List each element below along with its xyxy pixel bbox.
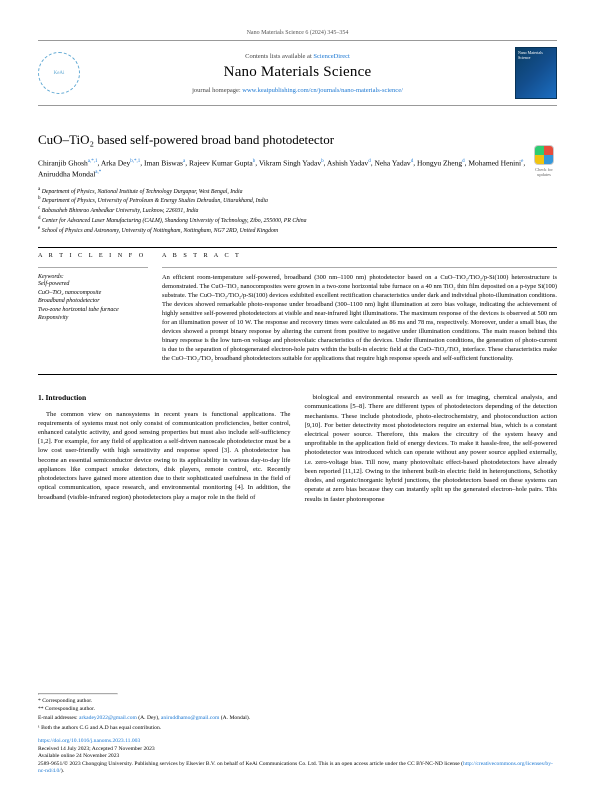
publisher-logo: KeAi bbox=[38, 52, 80, 94]
keyword-item: Two-zone horizontal tube furnace bbox=[38, 306, 148, 314]
contents-prefix: Contents lists available at bbox=[245, 53, 313, 60]
corresponding-author-note: * Corresponding author. bbox=[38, 698, 557, 706]
affil-text: Department of Physics, University of Pet… bbox=[42, 198, 268, 204]
author-affil-sup: a,* bbox=[95, 170, 101, 175]
section-divider bbox=[38, 374, 557, 375]
author: Rajeev Kumar Gupta bbox=[189, 159, 253, 168]
copyright-line: 2589-9651/© 2023 Chongqing University. P… bbox=[38, 761, 557, 776]
footnote-separator bbox=[38, 693, 118, 695]
author-affil-sup: a bbox=[183, 159, 185, 164]
author: Hongyu Zheng bbox=[417, 159, 462, 168]
author: Mohamed Henini bbox=[468, 159, 521, 168]
affil-key: e bbox=[38, 226, 40, 231]
contents-list-line: Contents lists available at ScienceDirec… bbox=[80, 53, 515, 60]
affil-text: Center for Advanced Laser Manufacturing … bbox=[42, 218, 307, 224]
doi-link[interactable]: https://doi.org/10.1016/j.nanoms.2023.11… bbox=[38, 738, 140, 744]
author-affil-sup: b,*,1 bbox=[130, 159, 140, 164]
affiliation-item: b Department of Physics, University of P… bbox=[38, 196, 557, 206]
page-header-citation: Nano Materials Science 6 (2024) 345–354 bbox=[38, 30, 557, 36]
section-heading-intro: 1. Introduction bbox=[38, 393, 291, 404]
author-email-link[interactable]: arkadey2022@gmail.com bbox=[79, 715, 137, 721]
abstract-text: An efficient room-temperature self-power… bbox=[162, 274, 557, 364]
affil-key: d bbox=[38, 216, 41, 221]
email-who: (A. Dey), bbox=[137, 715, 161, 721]
author: Arka Dey bbox=[101, 159, 130, 168]
affiliation-item: c Babasaheb Bhimrao Ambedkar University,… bbox=[38, 206, 557, 216]
author-affil-sup: d bbox=[462, 159, 465, 164]
crossmark-icon bbox=[534, 145, 554, 165]
homepage-prefix: journal homepage: bbox=[192, 87, 242, 94]
abstract-label: A B S T R A C T bbox=[162, 252, 557, 259]
received-dates: Received 14 July 2023; Accepted 7 Novemb… bbox=[38, 746, 557, 754]
journal-header: KeAi Contents lists available at Science… bbox=[38, 40, 557, 106]
author: Aniruddha Mondal bbox=[38, 170, 95, 179]
journal-name: Nano Materials Science bbox=[80, 64, 515, 81]
section-divider bbox=[38, 247, 557, 248]
affiliation-item: d Center for Advanced Laser Manufacturin… bbox=[38, 216, 557, 226]
affil-text: School of Physics and Astronomy, Univers… bbox=[42, 228, 278, 234]
affil-key: c bbox=[38, 206, 40, 211]
author-affil-sup: d bbox=[368, 159, 371, 164]
check-for-updates-badge[interactable]: Check for updates bbox=[531, 145, 557, 177]
column-right: biological and environmental research as… bbox=[305, 393, 558, 504]
corresponding-author-note: ** Corresponding author. bbox=[38, 706, 557, 714]
sciencedirect-link[interactable]: ScienceDirect bbox=[313, 53, 349, 60]
author-affil-sup: b bbox=[321, 159, 324, 164]
copyright-text: 2589-9651/© 2023 Chongqing University. P… bbox=[38, 761, 463, 767]
affil-key: a bbox=[38, 187, 40, 192]
author: Iman Biswas bbox=[144, 159, 183, 168]
body-columns: 1. Introduction The common view on nanos… bbox=[38, 393, 557, 504]
email-who: (A. Mondal). bbox=[219, 715, 250, 721]
affil-text: Department of Physics, National Institut… bbox=[42, 189, 243, 195]
author: Neha Yadav bbox=[374, 159, 410, 168]
body-paragraph: The common view on nanosystems in recent… bbox=[38, 410, 291, 502]
journal-cover-thumbnail: Nano Materials Science bbox=[515, 47, 557, 99]
body-paragraph: biological and environmental research as… bbox=[305, 393, 558, 504]
article-info-label: A R T I C L E I N F O bbox=[38, 252, 148, 259]
keyword-item: Responsivity bbox=[38, 314, 148, 322]
author-affil-sup: e bbox=[521, 159, 523, 164]
author-email-link[interactable]: aniruddhamo@gmail.com bbox=[161, 715, 219, 721]
keyword-item: CuO–TiO₂ nanocomposite bbox=[38, 289, 148, 297]
check-updates-label: Check for updates bbox=[535, 167, 553, 177]
email-label: E-mail addresses: bbox=[38, 715, 78, 721]
keyword-item: Broadband photodetector bbox=[38, 297, 148, 305]
author-affil-sup: b bbox=[253, 159, 256, 164]
copyright-end: ). bbox=[61, 768, 64, 774]
author-list: Chiranjib Ghosha,*,1, Arka Deyb,*,1, Ima… bbox=[38, 158, 557, 181]
affiliation-item: e School of Physics and Astronomy, Unive… bbox=[38, 226, 557, 236]
available-online: Available online 24 November 2023 bbox=[38, 753, 557, 761]
thin-divider bbox=[38, 267, 148, 268]
affiliations: a Department of Physics, National Instit… bbox=[38, 187, 557, 236]
affil-text: Babasaheb Bhimrao Ambedkar University, L… bbox=[42, 208, 199, 214]
author: Ashish Yadav bbox=[327, 159, 368, 168]
affil-key: b bbox=[38, 196, 41, 201]
equal-contribution-note: ¹ Both the authors C.G and A.D has equal… bbox=[38, 725, 557, 733]
journal-homepage-line: journal homepage: www.keaipublishing.com… bbox=[80, 87, 515, 94]
affiliation-item: a Department of Physics, National Instit… bbox=[38, 187, 557, 197]
column-left: 1. Introduction The common view on nanos… bbox=[38, 393, 291, 504]
author-affil-sup: d bbox=[411, 159, 414, 164]
homepage-link[interactable]: www.keaipublishing.com/cn/journals/nano-… bbox=[242, 87, 403, 94]
author: Vikram Singh Yadav bbox=[259, 159, 321, 168]
thin-divider bbox=[162, 267, 557, 268]
keywords-block: Keywords: Self-powered CuO–TiO₂ nanocomp… bbox=[38, 274, 148, 322]
email-addresses-line: E-mail addresses: arkadey2022@gmail.com … bbox=[38, 715, 557, 723]
author: Chiranjib Ghosh bbox=[38, 159, 88, 168]
author-affil-sup: a,*,1 bbox=[88, 159, 98, 164]
keyword-item: Self-powered bbox=[38, 280, 148, 288]
page-footer: * Corresponding author. ** Corresponding… bbox=[38, 690, 557, 776]
article-title: CuO–TiO₂ based self-powered broad band p… bbox=[38, 132, 557, 148]
